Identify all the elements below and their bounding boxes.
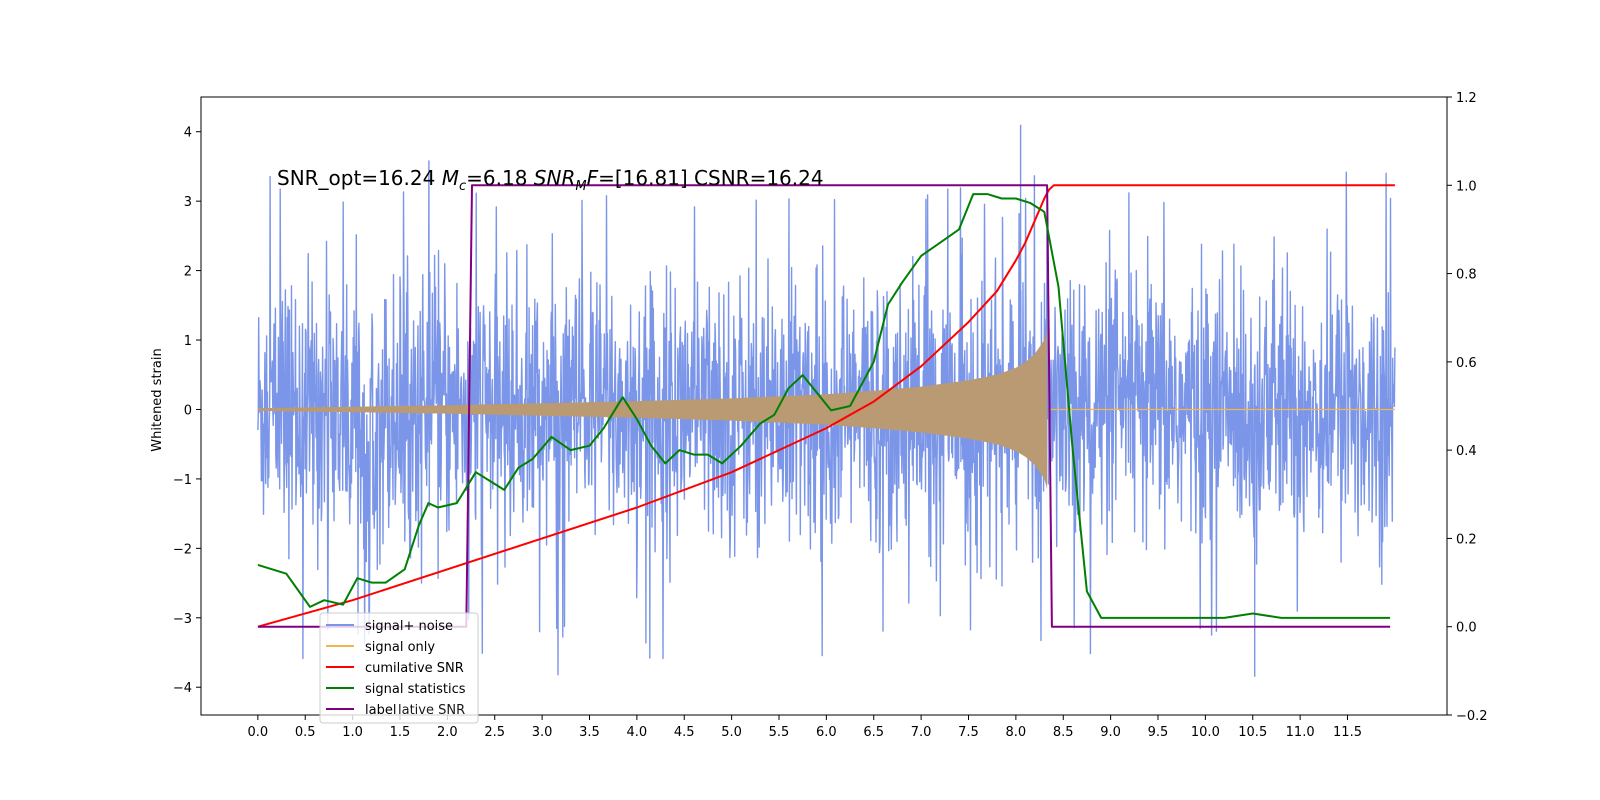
axes: 0.0 0.5 1.0 1.5 2.0 2.5 3.0 3.5 4.0 4.5 5.0 5.5 6.0 6…	[173, 91, 1488, 740]
x-tick-label: 2.5	[484, 725, 505, 740]
x-tick-label: 1.5	[390, 725, 411, 740]
x-tick-label: 7.5	[958, 725, 979, 740]
x-tick-label: 11.5	[1333, 725, 1362, 740]
y-tick-label: −2	[173, 542, 192, 557]
x-tick-label: 1.0	[342, 725, 363, 740]
y2-tick-label: 0.0	[1456, 621, 1477, 636]
y-tick-label: 1	[184, 334, 192, 349]
x-tick-label: 10.0	[1191, 725, 1220, 740]
legend-entry: signal+ noise	[365, 619, 453, 634]
series-signal-noise	[257, 124, 1396, 677]
legend-box	[319, 612, 479, 724]
y-tick-label: 4	[184, 126, 192, 141]
legend-entry: signal statistics	[365, 682, 466, 697]
x-tick-label: 9.5	[1148, 725, 1169, 740]
y-tick-label: −4	[173, 681, 192, 696]
x-tick-label: 4.5	[674, 725, 695, 740]
legend-ghost-text: lative SNR	[398, 703, 465, 718]
y-tick-label: −3	[173, 612, 192, 627]
y-tick-label: −1	[173, 473, 192, 488]
x-tick-label: 0.0	[248, 725, 269, 740]
y2-tick-label: −0.2	[1456, 709, 1488, 724]
x-tick-label: 11.0	[1286, 725, 1315, 740]
x-tick-label: 8.5	[1053, 725, 1074, 740]
axes-frame	[200, 96, 1448, 716]
y-tick-label: 3	[184, 195, 192, 210]
chart-annotation: SNR_opt=16.24 Mc=6.18 SNRMF=[16.81] CSNR…	[277, 166, 824, 194]
x-tick-label: 7.0	[911, 725, 932, 740]
x-tick-label: 8.0	[1006, 725, 1027, 740]
legend-entry: label	[365, 703, 396, 718]
x-tick-label: 9.0	[1100, 725, 1121, 740]
x-tick-label: 3.5	[579, 725, 600, 740]
legend-entry: signal only	[365, 640, 435, 655]
series-signal-only	[257, 329, 1048, 490]
y-tick-label: 2	[184, 265, 192, 280]
y2-tick-label: 0.4	[1456, 444, 1477, 459]
legend-entry: cumilative SNR	[365, 661, 464, 676]
x-tick-label: 0.5	[295, 725, 316, 740]
y2-tick-label: 0.8	[1456, 268, 1477, 283]
y2-tick-label: 0.6	[1456, 356, 1477, 371]
y-tick-label: 0	[184, 403, 192, 418]
y-axis-label: Whitened strain	[150, 348, 165, 451]
series-cumulative-snr	[257, 184, 1395, 628]
x-tick-label: 3.0	[532, 725, 553, 740]
x-tick-label: 2.0	[437, 725, 458, 740]
x-tick-label: 6.0	[816, 725, 837, 740]
x-tick-label: 4.0	[627, 725, 648, 740]
x-tick-label: 5.0	[721, 725, 742, 740]
x-tick-label: 5.5	[769, 725, 790, 740]
y2-tick-label: 0.2	[1456, 532, 1477, 547]
legend: signal+ noise signal only cumilative SNR si…	[319, 612, 479, 724]
y2-tick-label: 1.0	[1456, 179, 1477, 194]
y2-tick-label: 1.2	[1456, 91, 1477, 106]
x-tick-label: 6.5	[863, 725, 884, 740]
x-tick-label: 10.5	[1238, 725, 1267, 740]
series-signal-statistics	[257, 193, 1391, 619]
